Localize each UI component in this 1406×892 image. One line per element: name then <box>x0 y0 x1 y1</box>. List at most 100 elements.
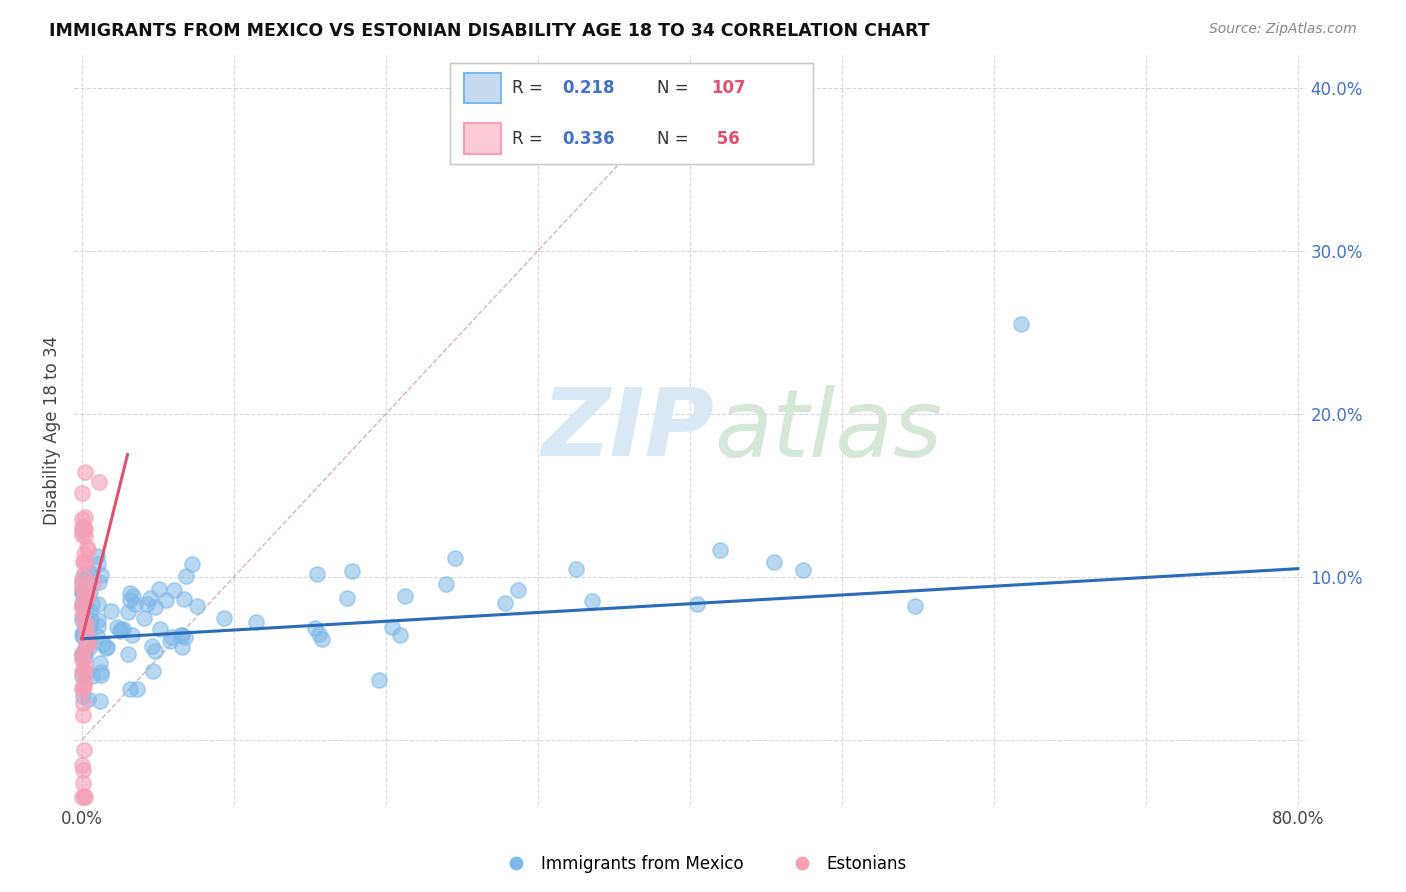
Point <box>148 582 170 597</box>
Point <box>121 628 143 642</box>
Point <box>70 512 93 526</box>
Point <box>76 635 98 649</box>
Text: atlas: atlas <box>714 384 943 475</box>
Point <box>70 596 93 610</box>
Point <box>90 665 112 679</box>
Point <box>77 590 100 604</box>
Point <box>70 585 93 599</box>
Point <box>70 653 93 667</box>
Point <box>70 599 93 613</box>
Point <box>139 591 162 606</box>
Point <box>122 589 145 603</box>
Point <box>79 632 101 647</box>
Point <box>110 622 132 636</box>
Point <box>73 608 96 623</box>
Point <box>311 632 333 647</box>
Point <box>79 617 101 632</box>
Point <box>72 624 94 639</box>
Point <box>75 649 97 664</box>
Point <box>340 565 363 579</box>
Point <box>82 669 104 683</box>
Point <box>72 584 94 599</box>
Point <box>72 648 94 662</box>
Point <box>112 622 135 636</box>
Point <box>173 591 195 606</box>
Point <box>581 594 603 608</box>
Point <box>77 640 100 655</box>
Point <box>70 789 93 804</box>
Point <box>70 758 93 772</box>
Point <box>124 597 146 611</box>
Point <box>117 605 139 619</box>
Point <box>162 583 184 598</box>
Y-axis label: Disability Age 18 to 34: Disability Age 18 to 34 <box>44 335 60 524</box>
Point <box>70 520 93 534</box>
Point <box>75 666 97 681</box>
Point <box>170 628 193 642</box>
Point <box>76 543 98 558</box>
Point <box>72 708 94 723</box>
Point <box>149 622 172 636</box>
Point <box>73 743 96 757</box>
Point <box>904 599 927 613</box>
Point <box>174 569 197 583</box>
Point <box>388 628 411 642</box>
Point <box>87 619 110 633</box>
Point <box>90 668 112 682</box>
Point <box>75 628 97 642</box>
Point <box>73 615 96 630</box>
Point <box>100 604 122 618</box>
Point <box>72 764 94 778</box>
Point <box>87 614 110 628</box>
Point <box>70 665 93 680</box>
Point <box>70 580 93 594</box>
Point <box>118 593 141 607</box>
Legend: Immigrants from Mexico, Estonians: Immigrants from Mexico, Estonians <box>492 848 914 880</box>
Point <box>305 566 328 581</box>
Point <box>120 681 142 696</box>
Point <box>70 647 93 661</box>
Point <box>72 689 94 703</box>
Text: Source: ZipAtlas.com: Source: ZipAtlas.com <box>1209 22 1357 37</box>
Point <box>70 575 93 590</box>
Point <box>381 620 404 634</box>
Point <box>75 641 97 656</box>
Point <box>72 678 94 692</box>
Point <box>72 664 94 678</box>
Point <box>245 615 267 630</box>
Point <box>108 624 131 638</box>
Point <box>143 644 166 658</box>
Point <box>394 589 416 603</box>
Point <box>86 549 108 564</box>
Point <box>90 567 112 582</box>
Point <box>304 621 326 635</box>
Point <box>160 630 183 644</box>
Point <box>96 641 118 656</box>
Point <box>70 528 93 542</box>
Point <box>132 611 155 625</box>
Point <box>105 620 128 634</box>
Point <box>73 663 96 677</box>
Point <box>80 613 103 627</box>
Point <box>75 566 97 581</box>
Point <box>96 640 118 654</box>
Point <box>73 596 96 610</box>
Point <box>142 665 165 679</box>
Point <box>506 582 529 597</box>
Point <box>72 776 94 790</box>
Text: IMMIGRANTS FROM MEXICO VS ESTONIAN DISABILITY AGE 18 TO 34 CORRELATION CHART: IMMIGRANTS FROM MEXICO VS ESTONIAN DISAB… <box>49 22 929 40</box>
Point <box>89 694 111 708</box>
Point <box>73 679 96 693</box>
Point <box>73 673 96 688</box>
Point <box>155 593 177 607</box>
Point <box>336 591 359 605</box>
Point <box>70 627 93 641</box>
Point <box>125 681 148 696</box>
Point <box>180 557 202 571</box>
Point <box>72 650 94 665</box>
Point <box>76 691 98 706</box>
Point <box>186 599 208 614</box>
Point <box>434 577 457 591</box>
Point <box>82 576 104 591</box>
Point <box>141 640 163 654</box>
